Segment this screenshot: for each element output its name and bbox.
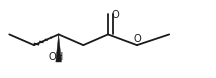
Text: O: O xyxy=(133,34,141,44)
Text: OH: OH xyxy=(49,52,64,62)
Polygon shape xyxy=(56,34,61,62)
Text: O: O xyxy=(112,10,119,20)
